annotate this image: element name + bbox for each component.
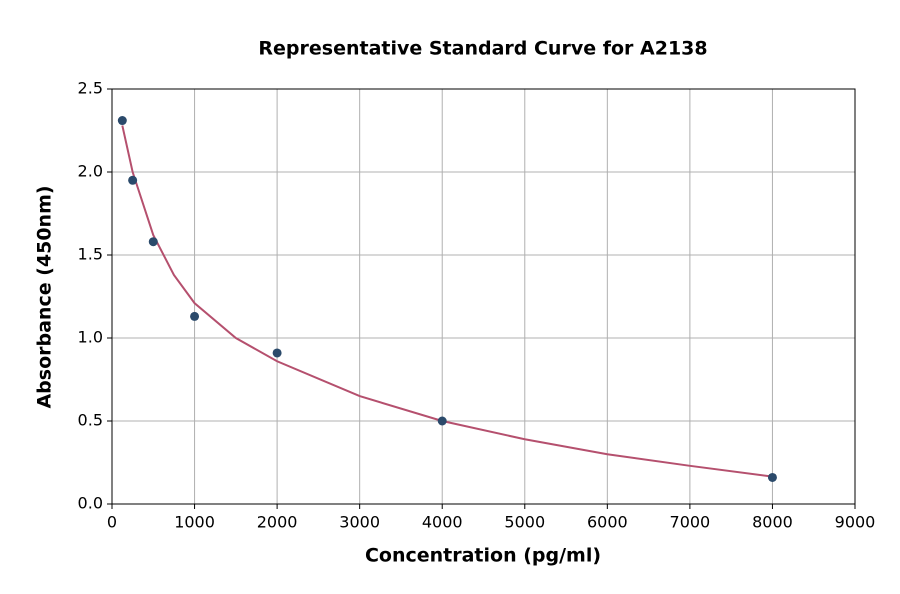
data-point (272, 348, 282, 358)
y-tick-label: 1.0 (78, 328, 103, 347)
data-point (767, 472, 777, 482)
x-tick-label: 6000 (587, 513, 628, 532)
x-tick-label: 7000 (670, 513, 711, 532)
data-point (148, 237, 158, 247)
data-point (190, 311, 200, 321)
x-tick-label: 0 (107, 513, 117, 532)
x-tick-label: 9000 (835, 513, 876, 532)
x-tick-label: 4000 (422, 513, 463, 532)
x-tick-label: 1000 (174, 513, 215, 532)
chart-title: Representative Standard Curve for A2138 (258, 38, 707, 60)
fit-curve (121, 125, 773, 478)
y-tick-label: 0.5 (78, 411, 103, 430)
y-axis-label: Absorbance (450nm) (34, 185, 56, 408)
data-point (117, 116, 127, 126)
x-tick-label: 3000 (339, 513, 380, 532)
x-tick-label: 8000 (752, 513, 793, 532)
y-tick-label: 1.5 (78, 245, 103, 264)
plot-frame (111, 88, 856, 505)
x-axis-label: Concentration (pg/ml) (365, 545, 601, 567)
x-tick-label: 5000 (504, 513, 545, 532)
y-tick-label: 2.5 (78, 79, 103, 98)
data-point (437, 416, 447, 426)
x-tick-label: 2000 (257, 513, 298, 532)
data-point (128, 175, 138, 185)
y-tick-label: 0.0 (78, 494, 103, 513)
y-tick-label: 2.0 (78, 162, 103, 181)
